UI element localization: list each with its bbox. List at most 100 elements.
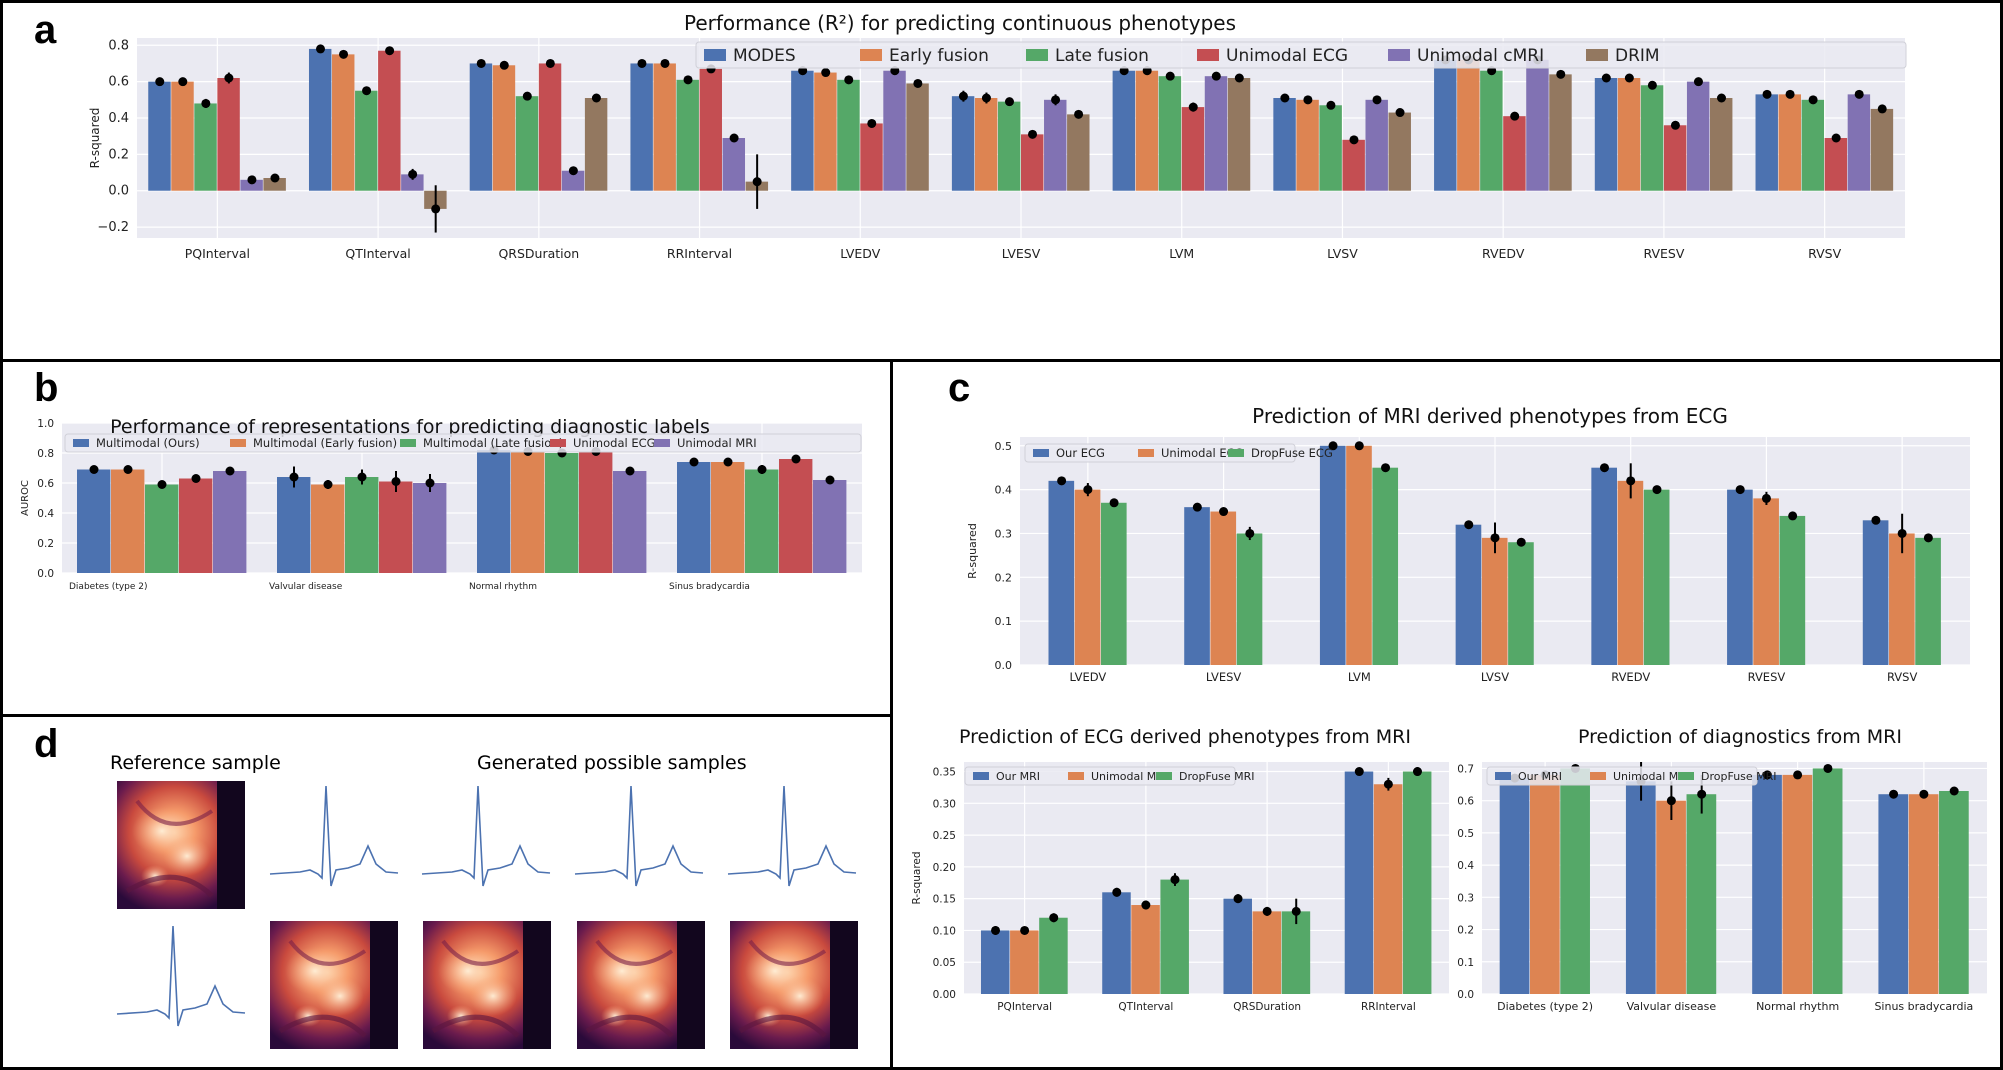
bar-a-late-fusion (355, 90, 378, 191)
legend-label: Early fusion (889, 46, 989, 66)
bar-a-drim (1227, 78, 1251, 191)
y-tick-label: 0.30 (933, 798, 956, 810)
bar-c1-our-ecg (1727, 489, 1753, 665)
bar-a-early-fusion (1778, 94, 1801, 191)
legend-label: Late fusion (1055, 46, 1149, 66)
x-tick-label: RVEDV (1482, 246, 1525, 261)
mean-marker (270, 173, 280, 183)
mean-marker (1020, 925, 1030, 935)
reference-mri-image (117, 781, 245, 909)
mean-marker (1871, 515, 1881, 525)
legend-box (964, 766, 1236, 786)
bar-c3-dropfuse-mri (1686, 794, 1717, 994)
mean-marker (752, 177, 762, 187)
legend-label: Unimodal ECG (1226, 46, 1348, 66)
x-tick-label: Diabetes (type 2) (69, 582, 148, 592)
mean-marker (1354, 767, 1364, 777)
bar-a-unimodal-cmri (1847, 94, 1871, 191)
x-tick-label: LVEDV (1069, 670, 1106, 684)
mean-marker (1717, 93, 1727, 103)
y-tick-label: 0.8 (108, 38, 129, 53)
bar-c3-our-mri (1752, 774, 1782, 994)
mean-marker (1652, 485, 1662, 495)
mean-marker (1112, 887, 1122, 897)
chart-title: Performance of representations for predi… (110, 416, 710, 438)
bar-a-drim (1388, 112, 1411, 191)
legend-swatch (1495, 772, 1511, 780)
mean-marker (1141, 900, 1151, 910)
legend-swatch (973, 772, 989, 780)
bar-c3-our-mri (1499, 778, 1530, 994)
bar-b-unimodal-mri (413, 483, 447, 573)
chart-title: Prediction of ECG derived phenotypes fro… (959, 726, 1411, 748)
y-tick-label: 0.4 (995, 484, 1013, 497)
legend-swatch (1388, 49, 1410, 61)
y-tick-label: 0.1 (1457, 957, 1474, 969)
bar-a-unimodal-cmri (401, 174, 424, 191)
bar-c3-dropfuse-mri (1939, 791, 1969, 994)
mean-marker (821, 68, 831, 78)
mean-marker (225, 466, 235, 476)
legend-swatch (654, 439, 670, 447)
x-tick-label: RVESV (1643, 246, 1684, 261)
mean-marker (357, 472, 367, 482)
legend-label: Unimodal ECG (1161, 446, 1244, 460)
bar-a-modes (1434, 59, 1457, 191)
mean-marker (1788, 511, 1798, 521)
mean-marker (155, 77, 165, 87)
bar-c1-unimodal-ecg (1074, 489, 1101, 665)
legend-label: Our MRI (1518, 770, 1562, 783)
bar-a-unimodal-cmri (1044, 99, 1067, 191)
bar-a-drim (584, 98, 608, 191)
legend-label: MODES (733, 46, 796, 66)
mean-marker (1889, 789, 1899, 799)
bar-a-late-fusion (1319, 105, 1342, 191)
mean-marker (1762, 770, 1772, 780)
mean-marker (1897, 528, 1907, 538)
generated-samples-title: Generated possible samples (477, 752, 747, 774)
y-tick-label: 0.0 (1457, 989, 1474, 1001)
legend-box (695, 41, 1907, 69)
mean-marker (247, 175, 257, 185)
bar-c1-dropfuse-ecg (1508, 542, 1534, 665)
bar-b-multimodal-early-fusion- (711, 462, 745, 573)
bar-c1-unimodal-ecg (1481, 537, 1508, 665)
x-tick-label: LVEDV (840, 246, 880, 261)
mean-marker (1923, 533, 1933, 543)
y-tick-label: 0.20 (933, 862, 956, 874)
reference-sample-title: Reference sample (110, 752, 281, 774)
y-tick-label: 0.5 (995, 440, 1013, 453)
bar-c1-dropfuse-ecg (1779, 515, 1806, 665)
bar-a-early-fusion (1296, 99, 1319, 191)
mean-marker (1785, 89, 1795, 99)
y-tick-label: 0.05 (933, 957, 956, 969)
legend-swatch (400, 439, 416, 447)
bar-c1-dropfuse-ecg (1915, 537, 1941, 665)
mean-marker (958, 91, 968, 101)
bar-c2-our-mri (1344, 771, 1374, 994)
mean-marker (1626, 476, 1636, 486)
mean-marker (1601, 73, 1611, 83)
legend-swatch (1156, 772, 1172, 780)
mean-marker (1349, 135, 1359, 145)
bar-a-unimodal-ecg (1663, 125, 1687, 191)
legend-label: Unimodal MRI (1613, 770, 1689, 783)
mean-marker (1049, 913, 1059, 923)
mean-marker (123, 465, 133, 474)
y-tick-label: 0.6 (108, 75, 129, 90)
chart-b-diagnostic-labels: 0.0 0.2 0.4 0.6 0.8 1.0 Diabetes (type 2) Valvu… (20, 416, 862, 592)
bar-a-modes (1273, 98, 1296, 191)
legend-swatch (1197, 49, 1219, 61)
bar-a-unimodal-cmri (883, 70, 906, 191)
mean-marker (1233, 894, 1243, 904)
x-tick-label: LVESV (1002, 246, 1041, 261)
legend-swatch (1033, 449, 1049, 457)
mean-marker (1083, 485, 1093, 495)
bar-b-unimodal-ecg (779, 459, 813, 573)
mean-marker (499, 60, 509, 70)
mean-marker (339, 49, 349, 59)
bar-a-early-fusion (1457, 59, 1480, 191)
bar-a-unimodal-ecg (1021, 134, 1044, 191)
mean-marker (1761, 493, 1771, 503)
bar-a-unimodal-ecg (1503, 116, 1526, 191)
